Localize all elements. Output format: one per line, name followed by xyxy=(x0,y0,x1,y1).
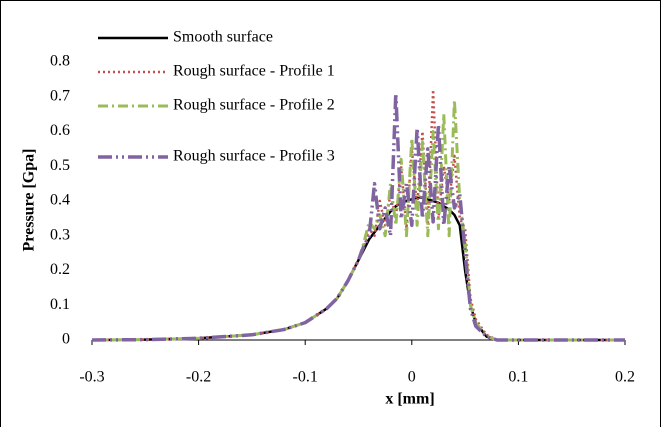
x-tick-label: 0.1 xyxy=(508,369,528,386)
y-tick-label: 0.6 xyxy=(50,122,70,139)
y-tick-label: 0.7 xyxy=(50,87,70,104)
legend-label: Rough surface - Profile 1 xyxy=(173,63,335,80)
y-axis-title: Pressure [Gpa] xyxy=(21,149,38,252)
y-tick-label: 0 xyxy=(62,331,70,348)
y-tick-label: 0.3 xyxy=(50,226,70,243)
y-tick-label: 0.8 xyxy=(50,53,70,70)
y-tick-label: 0.4 xyxy=(50,192,70,209)
legend-label: Smooth surface xyxy=(173,29,273,46)
series-line xyxy=(91,91,625,342)
x-tick-label: -0.1 xyxy=(293,369,318,386)
x-tick-label: -0.2 xyxy=(186,369,211,386)
y-tick-label: 0.5 xyxy=(50,157,70,174)
y-tick-label: 0.2 xyxy=(50,261,70,278)
legend-label: Rough surface - Profile 3 xyxy=(173,148,335,165)
x-tick-label: 0.2 xyxy=(615,369,635,386)
x-axis-title: x [mm] xyxy=(385,391,434,408)
legend-label: Rough surface - Profile 2 xyxy=(173,97,335,114)
y-tick-label: 0.1 xyxy=(50,296,70,313)
x-tick-label: 0 xyxy=(408,369,416,386)
x-tick-label: -0.3 xyxy=(79,369,104,386)
